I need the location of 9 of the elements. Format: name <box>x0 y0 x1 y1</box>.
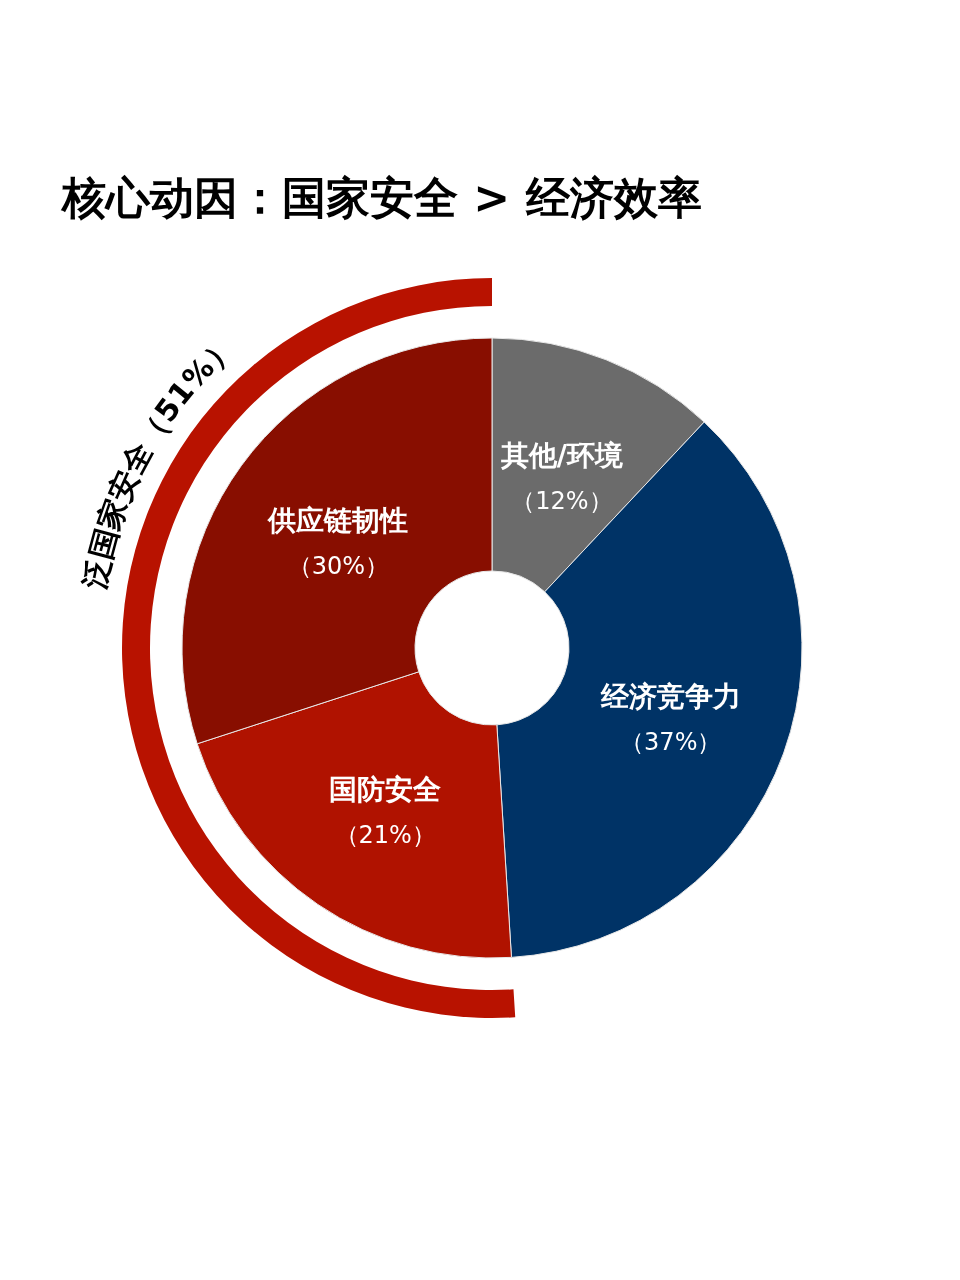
data-label: （21%） <box>334 821 436 850</box>
chart-title: 核心动因：国家安全 > 经济效率 <box>60 172 702 223</box>
slice-label: 其他/环境 <box>499 439 624 473</box>
slice-label: 供应链韧性 <box>267 504 409 538</box>
data-label: （12%） <box>511 487 613 516</box>
data-label: （37%） <box>620 728 722 757</box>
data-label: （30%） <box>287 552 389 581</box>
slice-label: 国防安全 <box>329 773 442 807</box>
slice-label: 经济竞争力 <box>599 680 741 714</box>
